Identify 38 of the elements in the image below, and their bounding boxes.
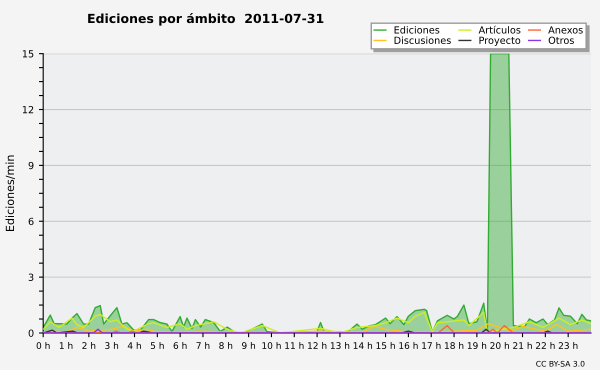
y-tick-label: 12 [22,106,34,114]
y-tick-label: 6 [28,218,34,226]
x-tick-label: 10 h [262,342,281,350]
legend-label: Discusiones [394,36,451,44]
x-tick-label: 3 h [105,342,118,350]
legend-label: Artículos [478,26,520,34]
x-tick-label: 8 h [219,342,232,350]
x-tick-label: 19 h [468,342,486,350]
x-tick-label: 16 h [399,342,418,350]
x-tick-label: 5 h [150,342,164,350]
y-tick-label: 15 [22,50,34,58]
x-tick-label: 15 h [376,342,395,350]
x-tick-label: 0 h [36,342,50,350]
x-tick-label: 1 h [60,342,72,349]
x-tick-label: 23 h [558,342,578,350]
y-tick-label: 3 [28,274,34,281]
x-tick-label: 6 h [174,342,187,350]
x-tick-label: 20 h [490,342,509,350]
x-tick-label: 17 h [422,342,440,349]
x-tick-label: 18 h [445,342,464,350]
x-tick-label: 22 h [536,342,555,349]
x-tick-label: 11 h [285,342,304,349]
legend-label: Otros [548,36,574,44]
y-axis-title: Ediciones/min [5,156,15,231]
legend-label: Proyecto [479,36,520,46]
x-tick-label: 13 h [330,342,350,350]
x-tick-label: 14 h [354,342,372,349]
legend-label: Anexos [548,26,583,34]
x-tick-label: 12 h [308,342,326,349]
y-tick-label: 9 [28,162,34,170]
legend-label: Ediciones [394,26,440,34]
x-tick-label: 4 h [128,342,141,349]
x-tick-label: 2 h [82,342,96,349]
x-tick-label: 7 h [196,342,210,349]
chart-title: Ediciones por ámbito 2011-07-31 [88,12,324,26]
x-tick-label: 9 h [242,342,256,350]
y-tick-label: 0 [28,329,34,337]
x-tick-label: 21 h [513,342,532,349]
